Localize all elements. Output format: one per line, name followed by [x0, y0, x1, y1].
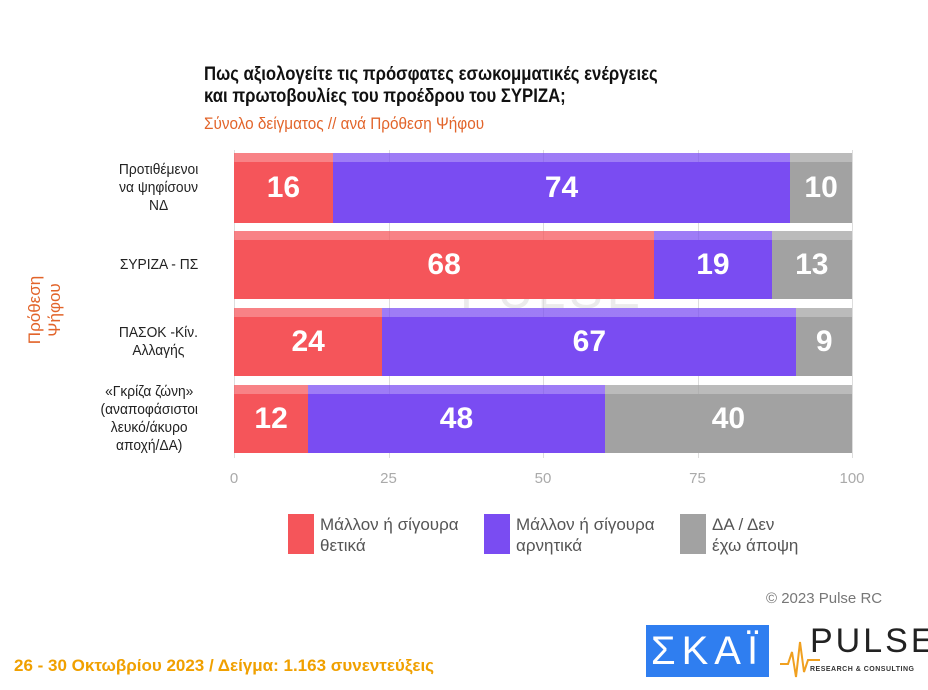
bar-segment: 12	[234, 385, 309, 453]
x-tick-label: 25	[380, 470, 397, 487]
category-label: ΠΑΣΟΚ -Κίν. Αλλαγής	[118, 324, 198, 359]
legend-item: Μάλλον ή σίγουρα θετικά	[288, 514, 459, 556]
bar-segment: 48	[308, 385, 605, 453]
bar-segment: 24	[234, 308, 383, 376]
x-tick-label: 100	[839, 470, 865, 487]
data-label: 12	[254, 402, 288, 435]
bar-segment: 40	[604, 385, 852, 453]
data-label: 9	[815, 325, 833, 358]
x-tick-label: 50	[534, 470, 552, 487]
gridline	[543, 150, 544, 458]
bar-segment: 16	[234, 153, 333, 223]
copyright: © 2023 Pulse RC	[766, 590, 883, 607]
skai-logo: ΣΚΑΪ	[646, 625, 769, 677]
legend-label: Μάλλον ή σίγουρα θετικά	[320, 515, 459, 555]
x-tick-label: 0	[229, 470, 239, 487]
legend-label: ΔΑ / Δεν έχω άποψη	[712, 515, 799, 555]
bar-segment: 19	[654, 231, 772, 299]
data-label: 24	[291, 325, 325, 358]
data-label: 40	[711, 402, 746, 435]
data-label: 48	[439, 402, 474, 435]
chart-subtitle: Σύνολο δείγματος // ανά Πρόθεση Ψήφου	[204, 114, 485, 133]
gridline	[697, 150, 699, 458]
data-label: 74	[544, 171, 579, 204]
data-label: 67	[572, 325, 607, 358]
bar-segment: 9	[796, 308, 852, 376]
data-label: 13	[795, 248, 829, 281]
chart-title: Πως αξιολογείτε τις πρόσφατες εσωκομματι…	[204, 64, 658, 107]
legend-item: Μάλλον ή σίγουρα αρνητικά	[484, 514, 655, 556]
pulse-logo: PULSE RESEARCH & CONSULTING	[780, 622, 928, 682]
category-label: Προτιθέμενοι να ψηφίσουν ΝΔ	[118, 161, 198, 214]
data-label: 10	[804, 171, 838, 204]
bar-segment: 74	[332, 153, 791, 223]
gridline	[388, 150, 390, 458]
data-label: 16	[266, 171, 301, 204]
legend-swatch	[484, 514, 510, 554]
gridline	[852, 150, 853, 458]
legend-item: ΔΑ / Δεν έχω άποψη	[680, 514, 798, 556]
footer-note: 26 - 30 Οκτωβρίου 2023 / Δείγμα: 1.163 σ…	[14, 656, 435, 675]
category-label: «Γκρίζα ζώνη» (αναποφάσιστοι λευκό/άκυρο…	[100, 383, 198, 454]
y-axis-label: Πρόθεση Ψήφου	[25, 275, 64, 345]
bar-segment: 10	[790, 153, 852, 223]
bar-segment: 67	[382, 308, 797, 376]
legend-swatch	[680, 514, 706, 554]
data-label: 68	[427, 248, 461, 281]
data-label: 19	[696, 248, 730, 281]
category-label: ΣΥΡΙΖΑ - ΠΣ	[119, 256, 198, 273]
bar-segment: 13	[771, 231, 852, 299]
legend-label: Μάλλον ή σίγουρα αρνητικά	[516, 515, 655, 555]
bar-segment: 68	[234, 231, 655, 299]
gridline	[234, 150, 235, 458]
legend-swatch	[288, 514, 314, 554]
x-tick-label: 75	[689, 470, 706, 487]
